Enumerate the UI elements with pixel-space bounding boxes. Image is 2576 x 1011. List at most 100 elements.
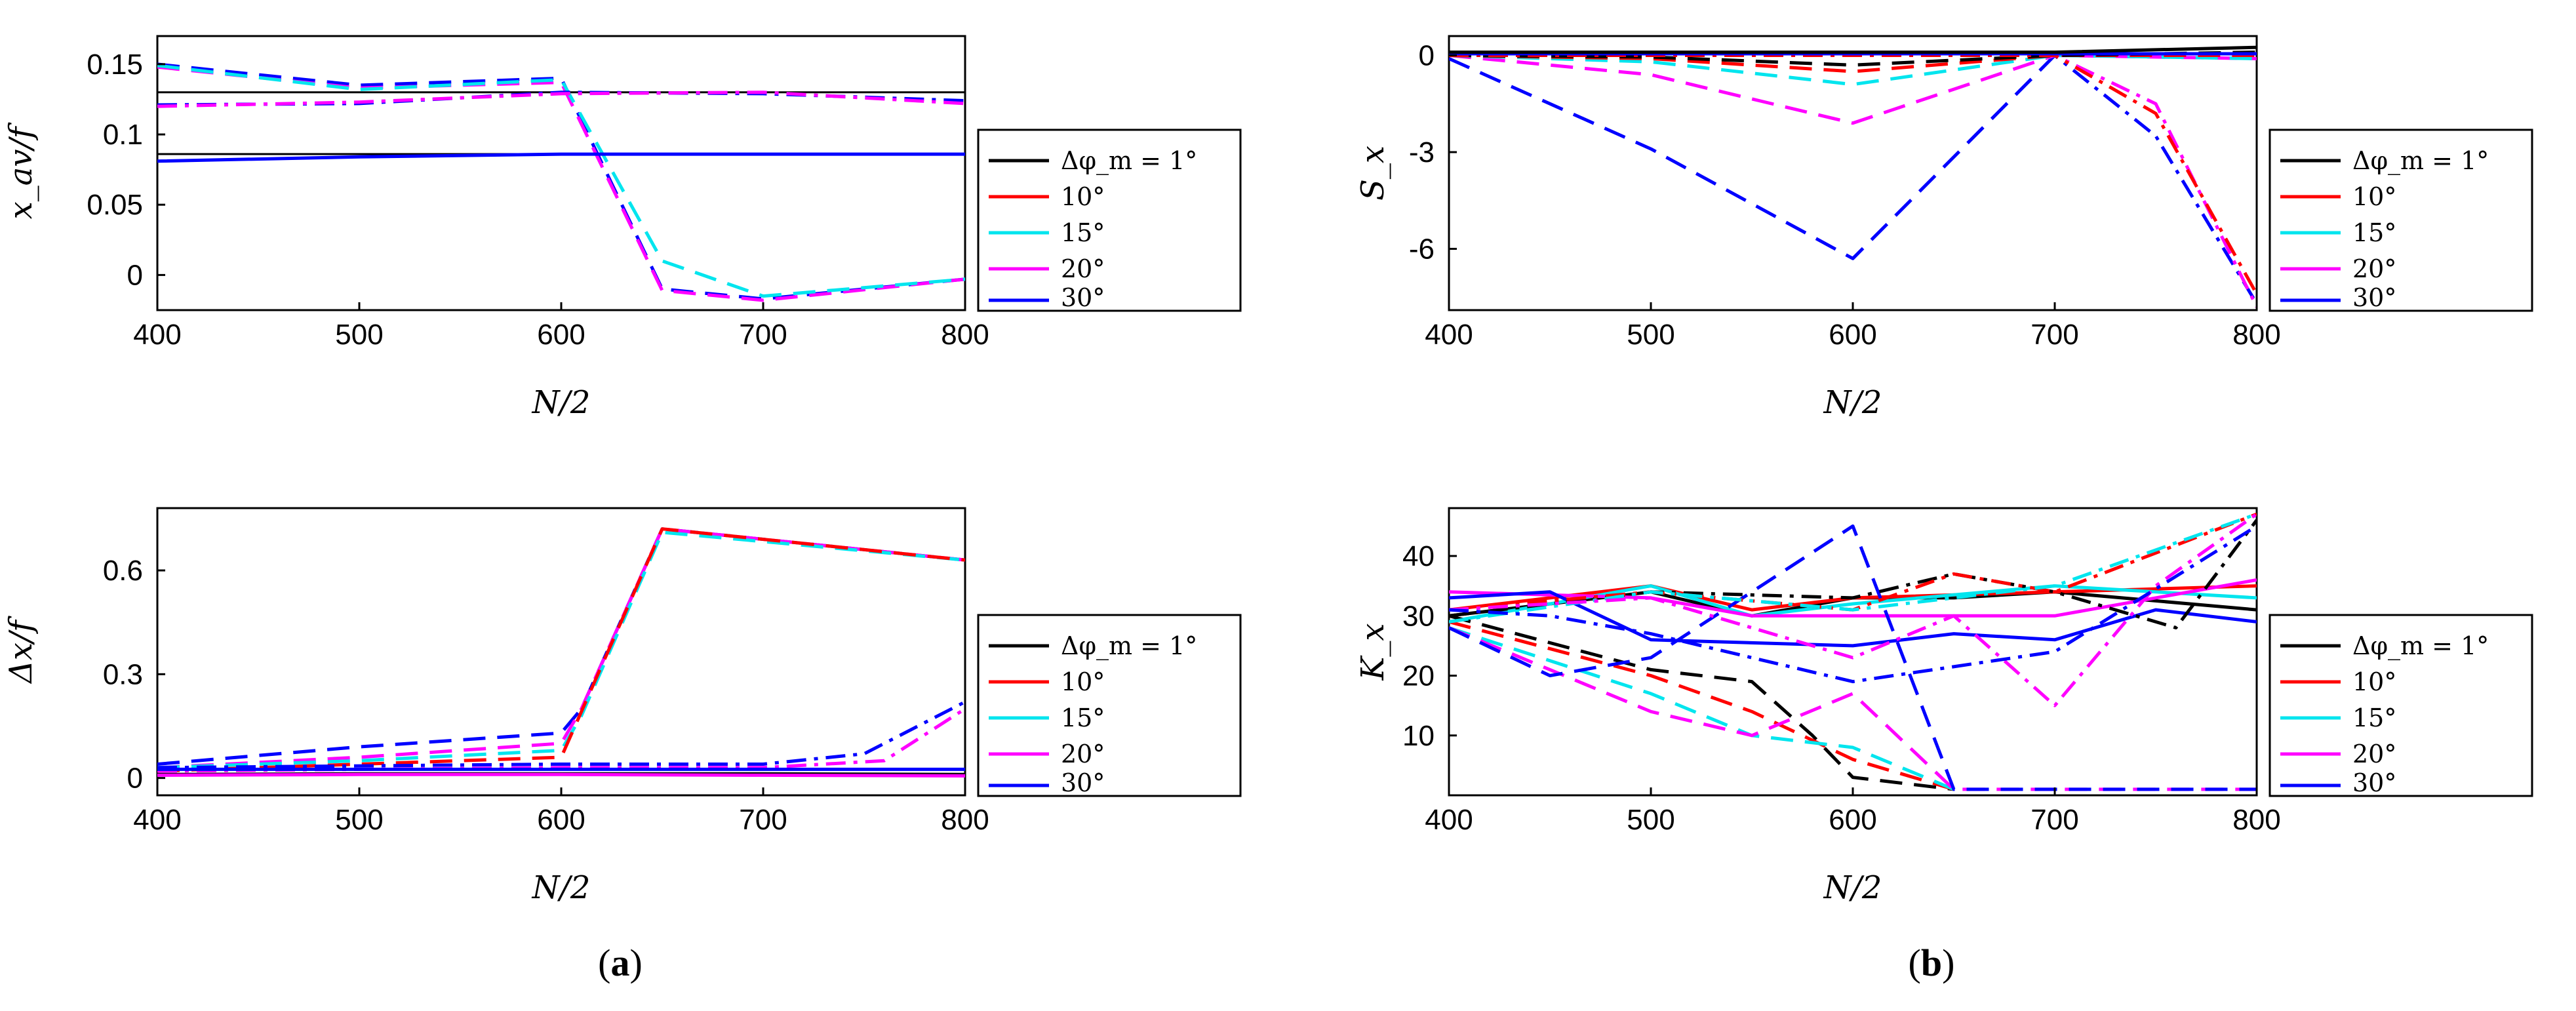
dx-series-line [157,527,965,770]
xav-x-axis-label: N/2 [532,384,591,421]
sx-x-tick-label: 800 [2232,319,2280,351]
kx-series-line [1449,513,2257,707]
kx-y-tick-label: 20 [1402,660,1435,692]
chart-sx: 400 500 600 700 800 0 -3 -6 N/2 S_x [1355,35,2281,421]
legend-label: Δφ_m = 1° [2352,146,2489,176]
sx-x-tick-label: 400 [1425,319,1473,351]
legend-dx: Δφ_m = 1° 10° 15° 20° 30° [977,614,1242,797]
dx-plot-layer: 400 500 600 700 800 0 0.3 0.6 [103,507,989,836]
kx-series-group [1449,512,2257,791]
sx-plot-layer: 400 500 600 700 800 0 -3 -6 [1409,35,2281,351]
xav-y-axis-label: x_av/f [3,122,39,219]
dx-x-axis-label: N/2 [532,869,591,906]
kx-y-axis-label: K_x [1355,624,1391,681]
xav-y-tick-label: 0 [127,259,143,291]
kx-series-line [1449,614,1954,791]
legend-label: 10° [1061,667,1105,696]
xav-x-tick-label: 700 [739,319,787,351]
legend-label: 30° [2352,283,2396,312]
kx-x-tick-label: 600 [1829,804,1876,836]
kx-series-line [1449,620,1954,791]
xav-x-tick-label: 800 [941,319,989,351]
legend-label: 20° [2352,740,2396,768]
kx-x-tick-label: 800 [2232,804,2280,836]
dx-y-axis-label: Δx/f [3,616,39,684]
dx-series-line [157,772,965,778]
legend-label: 15° [2352,704,2396,732]
dx-x-tick-label: 600 [537,804,585,836]
legend-label: 15° [1061,704,1105,732]
xav-plot-frame [156,35,966,311]
kx-x-tick-label: 500 [1627,804,1674,836]
legend-label: 10° [1061,182,1105,211]
dx-y-tick-label: 0.6 [103,555,143,587]
chart-dx: 400 500 600 700 800 0 0.3 0.6 N/2 Δx/f [3,507,989,906]
legend-label: Δφ_m = 1° [1061,146,1197,176]
chart-xav: 400 500 600 700 800 0 0.05 0.1 0.15 N/2 x_av/f [3,35,989,421]
sx-y-tick-label: 0 [1419,40,1435,72]
kx-series-line [1449,524,2257,791]
legend-label: 30° [1061,768,1105,797]
kx-y-tick-label: 10 [1402,720,1435,752]
sx-series-line [1449,45,2257,54]
legend-kx: Δφ_m = 1° 10° 15° 20° 30° [2269,614,2533,797]
sx-plot-frame [1448,35,2258,311]
sx-x-tick-label: 600 [1829,319,1876,351]
legend-label: 20° [2352,254,2396,283]
legend-label: Δφ_m = 1° [1061,631,1197,661]
kx-x-tick-label: 700 [2031,804,2078,836]
kx-plot-frame [1448,507,2258,797]
dx-x-tick-label: 700 [739,804,787,836]
sx-y-tick-label: -3 [1409,136,1435,168]
xav-series-line [157,152,965,163]
legend-label: 20° [1061,740,1105,768]
kx-x-tick-label: 400 [1425,804,1473,836]
xav-plot-layer: 400 500 600 700 800 0 0.05 0.1 0.15 [87,35,989,351]
dx-x-tick-label: 400 [133,804,181,836]
kx-y-tick-label: 30 [1402,600,1435,632]
legend-label: Δφ_m = 1° [2352,631,2489,661]
kx-series-line [1449,512,2257,612]
dx-x-tick-label: 500 [335,804,383,836]
kx-series-line [1449,525,2257,684]
legend-label: 30° [2352,768,2396,797]
chart-kx: 400 500 600 700 800 10 20 30 40 N/2 K_x [1355,507,2281,906]
xav-series-line [157,90,965,108]
xav-series-line [157,65,965,302]
kx-plot-layer: 400 500 600 700 800 10 20 30 40 [1402,507,2281,836]
dx-series-line [157,527,965,773]
xav-y-tick-label: 0.15 [87,49,143,81]
legend-label: 15° [2352,218,2396,247]
legend-sx: Δφ_m = 1° 10° 15° 20° 30° [2269,129,2533,312]
sx-x-axis-label: N/2 [1823,384,1882,421]
dx-series-line [157,707,965,773]
sx-x-tick-label: 500 [1627,319,1674,351]
sx-y-tick-label: -6 [1409,233,1435,266]
legend-label: 15° [1061,218,1105,247]
sx-x-tick-label: 700 [2031,319,2078,351]
panel-label-a: (a) [598,942,643,984]
legend-label: 10° [2352,667,2396,696]
xav-y-tick-label: 0.05 [87,189,143,221]
dx-series-line [157,700,965,770]
sx-series-group [1449,45,2257,308]
xav-x-tick-label: 400 [133,319,181,351]
xav-series-line [157,64,965,298]
sx-y-axis-label: S_x [1355,146,1391,201]
legend-box [2269,129,2533,312]
kx-series-line [1449,584,2257,624]
xav-x-tick-label: 600 [537,319,585,351]
legend-label: 10° [2352,182,2396,211]
xav-y-tick-label: 0.1 [103,119,143,151]
dx-x-tick-label: 800 [941,804,989,836]
xav-x-tick-label: 500 [335,319,383,351]
xav-series-group [157,62,965,302]
sx-series-line [1449,54,2257,125]
legend-label: 20° [1061,254,1105,283]
dx-y-tick-label: 0.3 [103,658,143,690]
kx-y-tick-label: 40 [1402,540,1435,572]
dx-series-group [157,527,965,778]
sx-series-line [1449,54,2056,260]
kx-x-axis-label: N/2 [1823,869,1882,906]
